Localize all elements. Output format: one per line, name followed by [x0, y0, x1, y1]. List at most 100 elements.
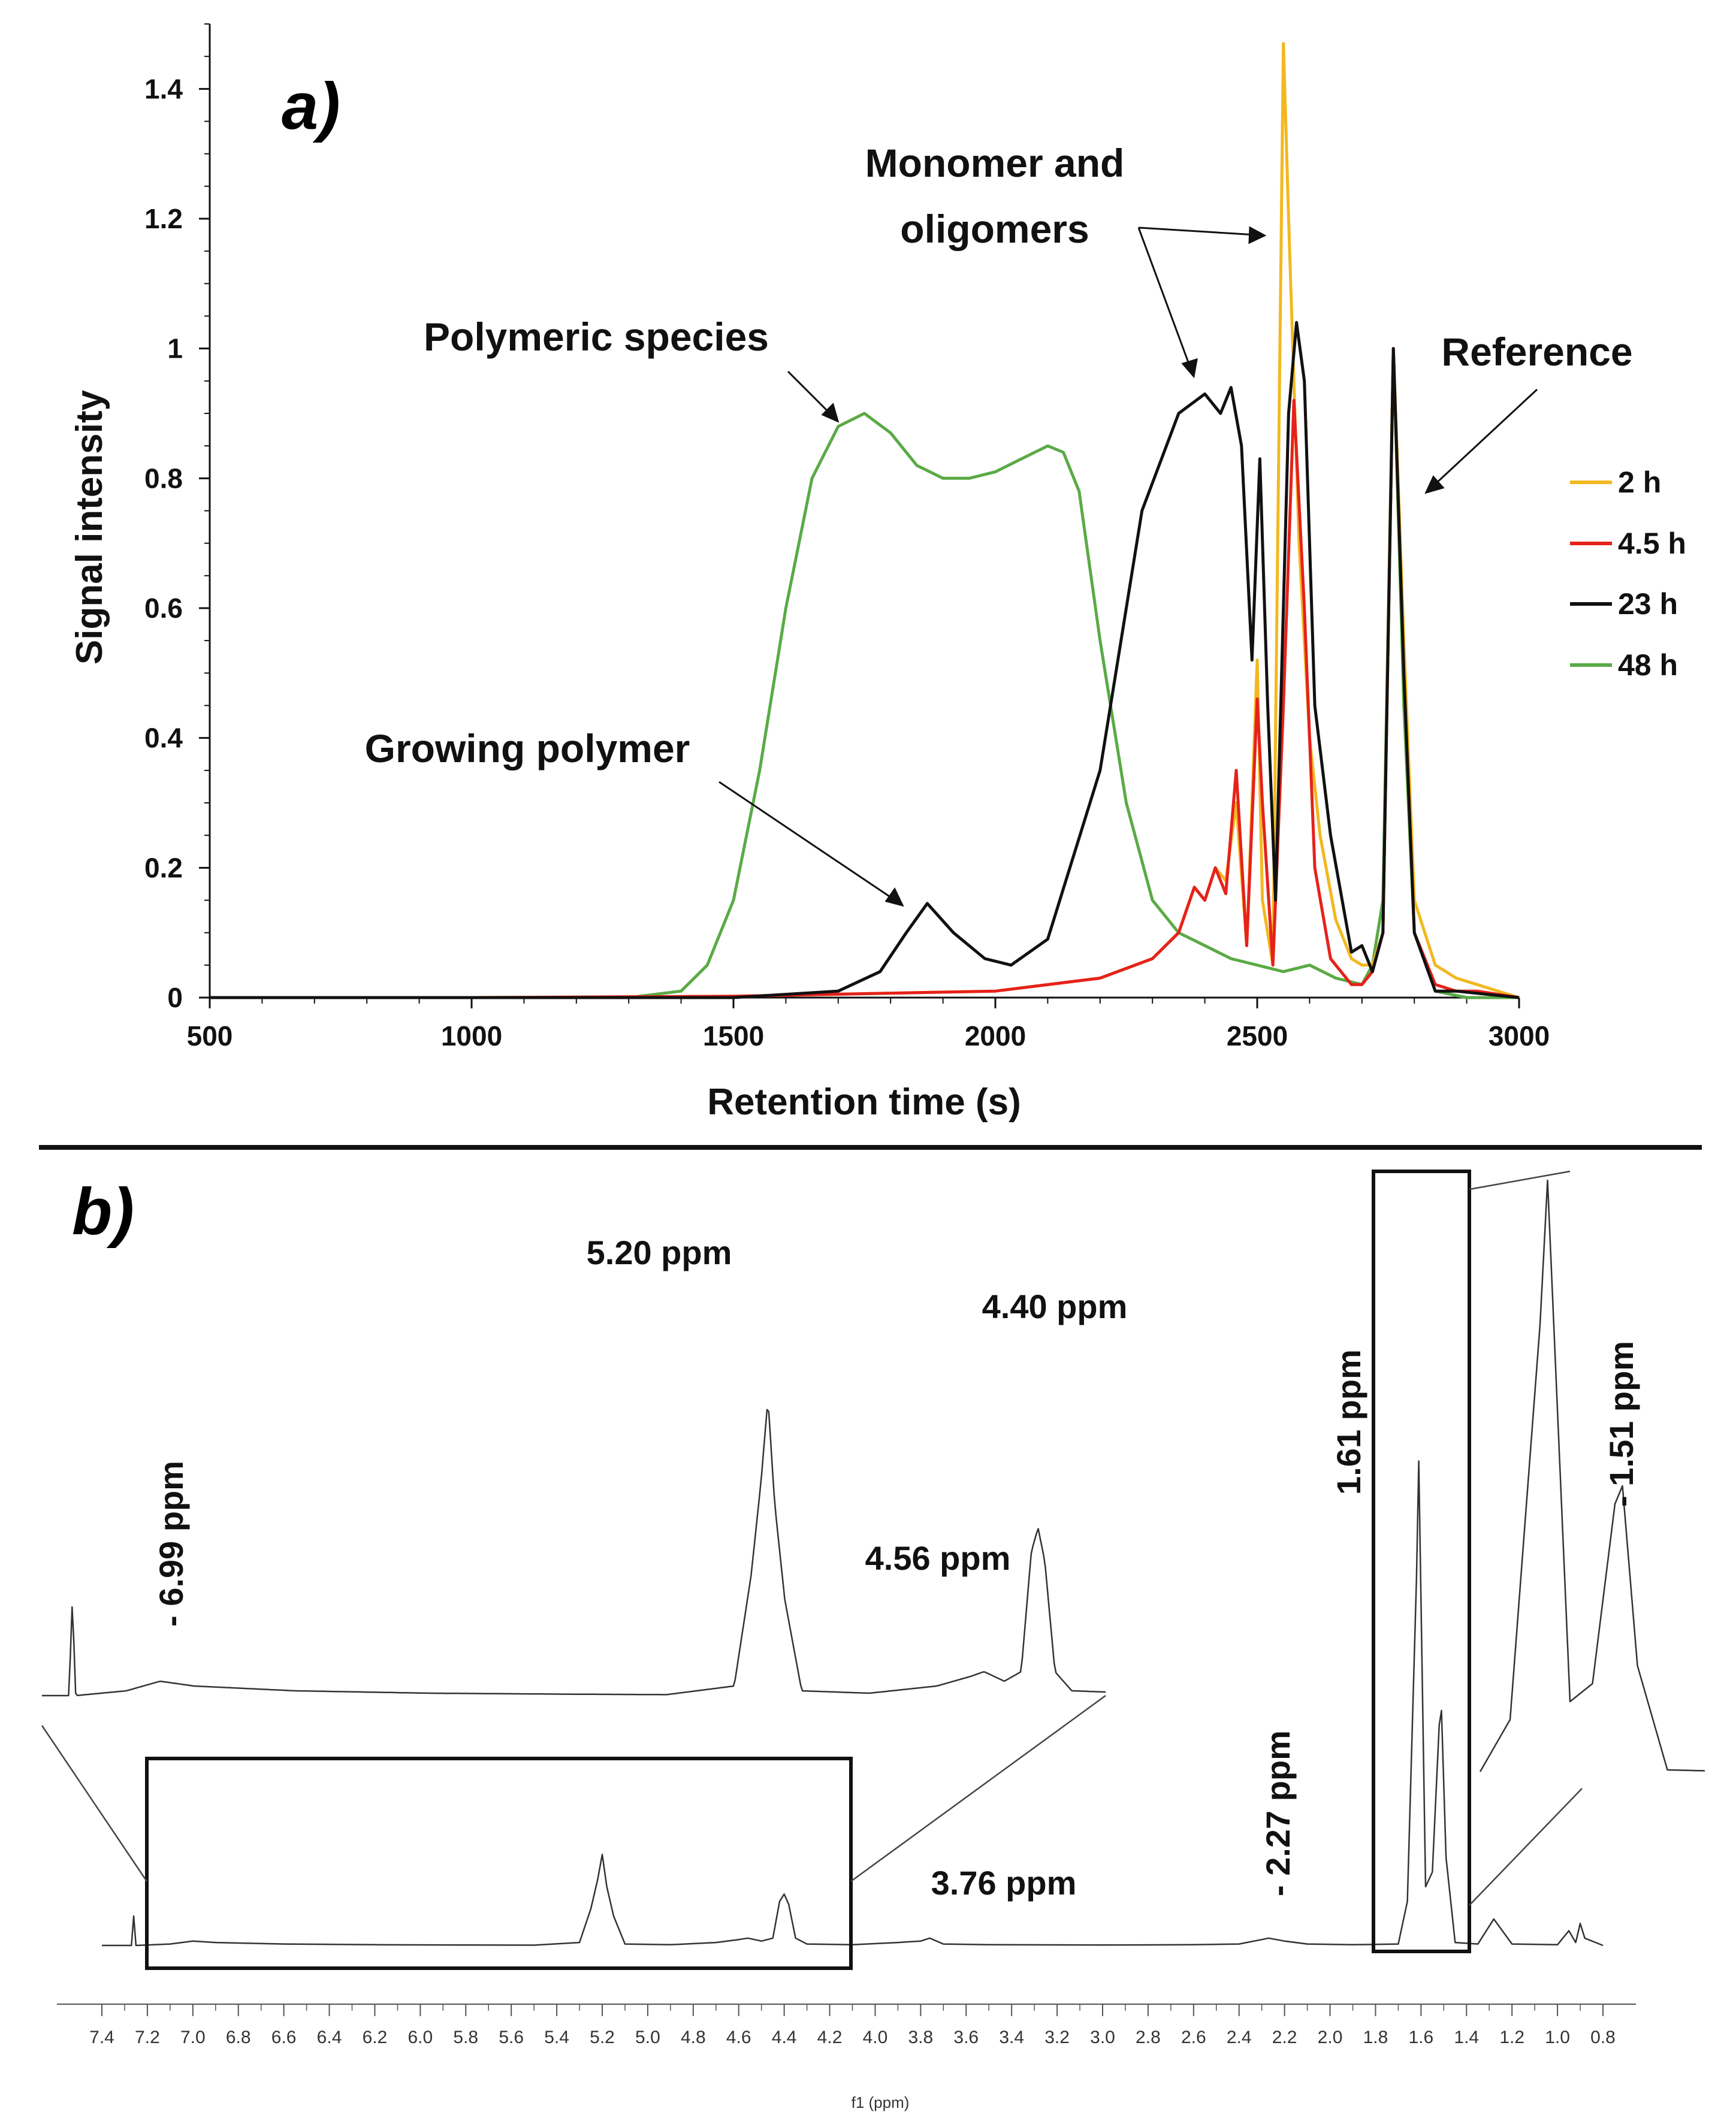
y-tick-label: 1.2: [144, 203, 183, 234]
arrowhead: [1424, 475, 1445, 494]
ppm-label-2-27: - 2.27 ppm: [1259, 1730, 1297, 1896]
nmr-x-tick-label: 7.0: [180, 2028, 206, 2047]
legend-label-2h: 2 h: [1618, 466, 1661, 499]
nmr-x-tick-label: 1.0: [1545, 2028, 1570, 2047]
x-tick-label: 2500: [1227, 1020, 1288, 1052]
nmr-x-tick-label: 2.2: [1272, 2028, 1297, 2047]
arrow-polymeric: [787, 370, 831, 415]
y-tick-label: 0.4: [144, 723, 183, 754]
nmr-inset-methyl: [1479, 1179, 1705, 1772]
y-tick-label: 0: [167, 982, 183, 1013]
panel-a-label: a): [282, 70, 340, 143]
zoom-box-aromatic-region: [145, 1757, 853, 1970]
annotation-reference: Reference: [1441, 330, 1632, 374]
y-tick-label: 1: [167, 333, 183, 364]
nmr-x-tick-label: 7.2: [135, 2028, 160, 2047]
y-tick-labels: 0 0.2 0.4 0.6 0.8 1 1.2 1.4: [144, 73, 183, 1013]
nmr-x-tick-label: 6.0: [408, 2028, 433, 2047]
nmr-x-ticks: [101, 2004, 1604, 2016]
connector-top: [1469, 1170, 1571, 1191]
connector-right: [850, 1694, 1106, 1883]
nmr-main-spectrum: [102, 1460, 1604, 1947]
x-tick-label: 500: [187, 1020, 233, 1052]
connector-bottom: [1469, 1788, 1583, 1906]
nmr-inset-aromatic-line: [42, 1409, 1106, 1697]
arrow-growing: [718, 781, 893, 900]
ppm-label-1-61: 1.61 ppm: [1330, 1349, 1367, 1495]
series-line-48h: [210, 347, 1519, 999]
y-tick-label: 0.2: [144, 852, 183, 883]
x-tick-labels: 500 1000 1500 2000 2500 3000: [187, 1020, 1550, 1052]
ppm-label-6-99: - 6.99 ppm: [152, 1461, 190, 1627]
panel-a-chromatogram: a) 0 0.2 0.4 0.6 0.8 1 1.2 1.4 500 1000 1500 2000 2…: [69, 23, 1686, 1123]
legend: 2 h 4.5 h 23 h 48 h: [1570, 466, 1686, 682]
nmr-x-tick-label: 1.8: [1363, 2028, 1388, 2047]
arrow-reference: [1434, 388, 1538, 485]
nmr-x-tick-label: 4.8: [681, 2028, 706, 2047]
arrowhead: [1181, 358, 1198, 379]
zoom-connectors: [41, 1170, 1583, 1906]
annotation-monomer-line1: Monomer and: [865, 141, 1125, 185]
nmr-inset-methyl-line: [1479, 1179, 1705, 1772]
arrow-monomer-left: [1137, 227, 1191, 366]
nmr-x-tick-label: 1.4: [1454, 2028, 1479, 2047]
nmr-x-tick-label: 3.8: [908, 2028, 934, 2047]
nmr-x-tick-labels: 7.4 7.2 7.0 6.8 6.6 6.4 6.2 6.0 5.8 5.6 5.4 5.2 5.0 4…: [89, 2028, 1616, 2047]
nmr-x-tick-label: 4.6: [726, 2028, 751, 2047]
x-tick-label: 2000: [965, 1020, 1026, 1052]
nmr-x-tick-label: 5.2: [590, 2028, 615, 2047]
nmr-x-tick-label: 3.4: [999, 2028, 1024, 2047]
zoom-box-methyl-region: [1372, 1170, 1471, 1953]
nmr-x-tick-label: 5.6: [499, 2028, 524, 2047]
legend-entry-2h: 2 h: [1570, 466, 1661, 499]
y-tick-label: 0.8: [144, 463, 183, 494]
y-axis-title: Signal intensity: [69, 389, 110, 664]
x-tick-label: 3000: [1489, 1020, 1550, 1052]
legend-label-23h: 23 h: [1618, 587, 1678, 621]
nmr-x-tick-label: 3.2: [1044, 2028, 1070, 2047]
nmr-x-tick-label: 3.0: [1090, 2028, 1115, 2047]
nmr-x-tick-label: 7.4: [89, 2028, 114, 2047]
panel-b-label: b): [72, 1175, 134, 1249]
nmr-x-tick-label: 1.2: [1499, 2028, 1524, 2047]
legend-label-48h: 48 h: [1618, 648, 1678, 682]
nmr-x-tick-label: 6.4: [317, 2028, 342, 2047]
nmr-x-tick-label: 2.4: [1227, 2028, 1252, 2047]
nmr-x-tick-label: 4.2: [817, 2028, 843, 2047]
legend-entry-48h: 48 h: [1570, 648, 1678, 682]
arrowhead: [821, 403, 840, 423]
nmr-spectrum-line: [102, 1460, 1604, 1947]
nmr-x-tick-label: 2.8: [1136, 2028, 1161, 2047]
annotation-growing-polymer: Growing polymer: [365, 726, 690, 771]
x-axis-title: Retention time (s): [707, 1081, 1021, 1123]
series-line-23h: [210, 321, 1520, 999]
nmr-x-tick-label: 2.6: [1181, 2028, 1206, 2047]
legend-entry-23h: 23 h: [1570, 587, 1678, 621]
ppm-label-4-56: 4.56 ppm: [865, 1539, 1011, 1577]
arrowhead: [1248, 226, 1267, 244]
arrowhead: [884, 887, 904, 907]
ppm-label-4-40: 4.40 ppm: [982, 1288, 1128, 1325]
nmr-x-tick-label: 6.6: [271, 2028, 297, 2047]
nmr-inset-aromatic: [42, 1409, 1106, 1697]
nmr-x-tick-label: 1.6: [1409, 2028, 1434, 2047]
y-tick-label: 0.6: [144, 593, 183, 624]
nmr-x-tick-label: 5.4: [544, 2028, 569, 2047]
nmr-x-tick-label: 0.8: [1590, 2028, 1616, 2047]
nmr-x-tick-label: 6.2: [363, 2028, 388, 2047]
legend-label-4-5h: 4.5 h: [1618, 527, 1686, 560]
nmr-x-tick-label: 4.4: [772, 2028, 797, 2047]
ppm-label-3-76: 3.76 ppm: [931, 1864, 1077, 1902]
ppm-label-1-51: - 1.51 ppm: [1602, 1341, 1640, 1507]
x-tick-label: 1500: [703, 1020, 764, 1052]
chart-series-group: [210, 42, 1520, 999]
nmr-x-tick-label: 3.6: [953, 2028, 979, 2047]
nmr-x-tick-label: 5.0: [635, 2028, 660, 2047]
ppm-label-5-20: 5.20 ppm: [587, 1234, 732, 1271]
arrow-monomer-right: [1138, 226, 1256, 236]
nmr-x-axis-title: f1 (ppm): [852, 2093, 910, 2111]
nmr-x-tick-label: 5.8: [453, 2028, 478, 2047]
connector-left: [41, 1725, 148, 1882]
nmr-x-tick-label: 4.0: [863, 2028, 888, 2047]
